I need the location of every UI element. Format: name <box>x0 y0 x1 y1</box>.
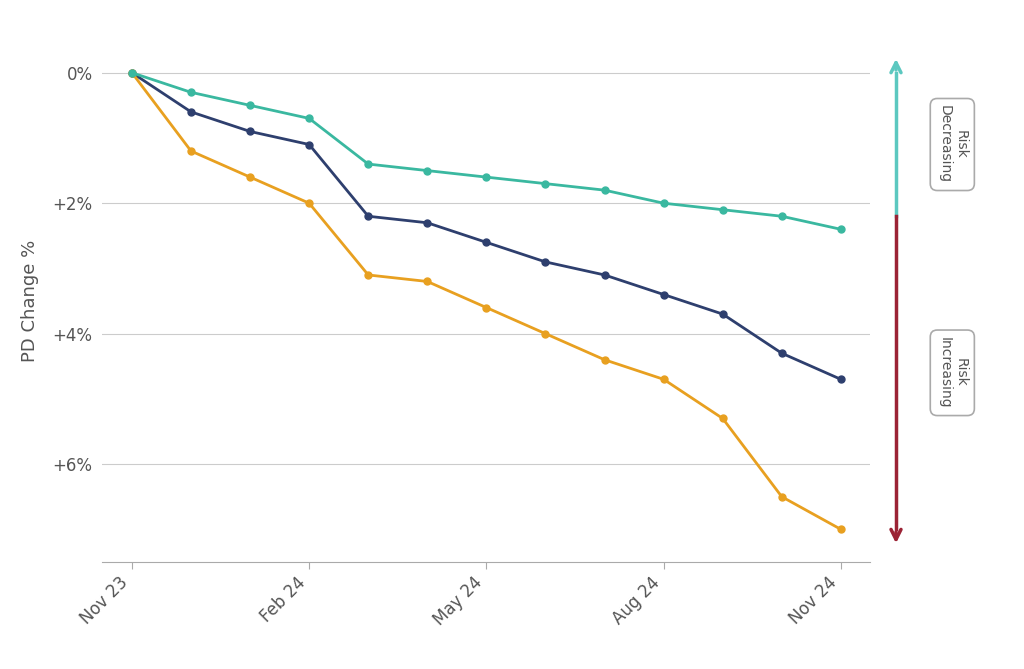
US Corporates <box>835 375 847 383</box>
IG <box>244 101 256 109</box>
IG <box>775 212 787 220</box>
HY <box>540 330 552 338</box>
IG <box>540 179 552 187</box>
US Corporates <box>540 258 552 266</box>
HY <box>717 414 729 423</box>
US Corporates <box>657 290 670 298</box>
US Corporates <box>480 238 493 246</box>
US Corporates <box>717 310 729 318</box>
IG <box>421 167 433 175</box>
IG <box>717 206 729 214</box>
HY <box>657 375 670 383</box>
Line: US Corporates: US Corporates <box>128 70 845 383</box>
HY <box>421 278 433 286</box>
HY <box>598 356 610 364</box>
US Corporates <box>185 108 198 116</box>
IG <box>598 186 610 194</box>
HY <box>244 173 256 181</box>
US Corporates <box>775 349 787 357</box>
US Corporates <box>421 219 433 227</box>
US Corporates <box>598 271 610 279</box>
IG <box>835 225 847 233</box>
HY <box>303 199 315 207</box>
Y-axis label: PD Change %: PD Change % <box>20 240 39 362</box>
HY <box>480 304 493 312</box>
IG <box>362 160 375 168</box>
US Corporates <box>244 127 256 135</box>
Line: IG: IG <box>128 70 845 233</box>
HY <box>775 492 787 500</box>
Text: Risk
Decreasing: Risk Decreasing <box>937 106 968 183</box>
Text: Risk
Increasing: Risk Increasing <box>937 337 968 409</box>
HY <box>185 147 198 155</box>
IG <box>480 173 493 181</box>
HY <box>362 271 375 279</box>
IG <box>303 114 315 122</box>
HY <box>126 69 138 77</box>
Line: HY: HY <box>128 70 845 533</box>
US Corporates <box>126 69 138 77</box>
IG <box>126 69 138 77</box>
HY <box>835 525 847 533</box>
IG <box>185 88 198 96</box>
IG <box>657 199 670 207</box>
US Corporates <box>303 140 315 149</box>
US Corporates <box>362 212 375 220</box>
